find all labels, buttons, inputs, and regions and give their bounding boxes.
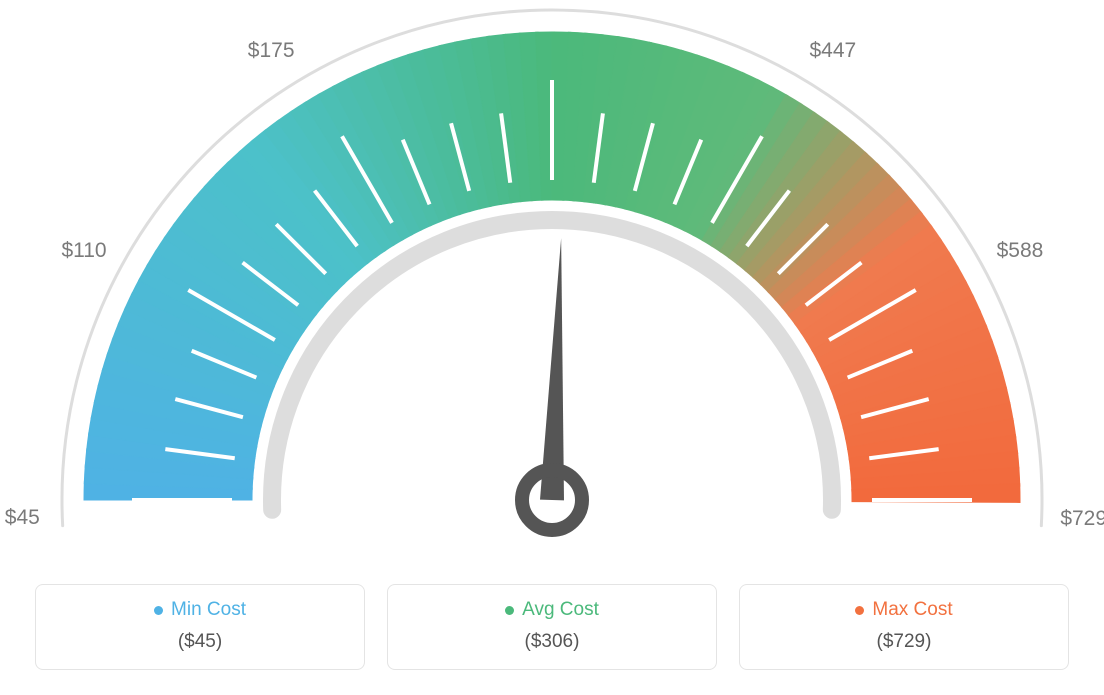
scale-label: $588 <box>997 239 1044 263</box>
cost-gauge-chart: $45$110$175$306$447$588$729Min Cost($45)… <box>0 0 1104 690</box>
legend-title-line: Avg Cost <box>505 599 599 621</box>
legend-dot-icon <box>855 606 864 615</box>
legend-title: Avg Cost <box>522 599 599 621</box>
legend-card: Max Cost ($729) <box>739 584 1069 670</box>
legend-card: Min Cost ($45) <box>35 584 365 670</box>
scale-label: $729 <box>1060 507 1104 531</box>
legend-dot-icon <box>154 606 163 615</box>
scale-label: $110 <box>61 239 106 263</box>
scale-label: $45 <box>5 506 40 530</box>
legend-title: Min Cost <box>171 599 246 621</box>
legend-title-line: Max Cost <box>855 599 952 621</box>
legend-row: Min Cost ($45) Avg Cost ($306) Max Cost ($729… <box>35 584 1069 670</box>
legend-card: Avg Cost ($306) <box>387 584 717 670</box>
scale-label: $447 <box>809 39 856 63</box>
legend-title-line: Min Cost <box>154 599 246 621</box>
legend-value: ($45) <box>36 631 364 653</box>
legend-title: Max Cost <box>872 599 952 621</box>
gauge-needle <box>540 238 564 500</box>
legend-value: ($306) <box>388 631 716 653</box>
legend-value: ($729) <box>740 631 1068 653</box>
scale-label: $175 <box>248 39 295 63</box>
legend-dot-icon <box>505 606 514 615</box>
